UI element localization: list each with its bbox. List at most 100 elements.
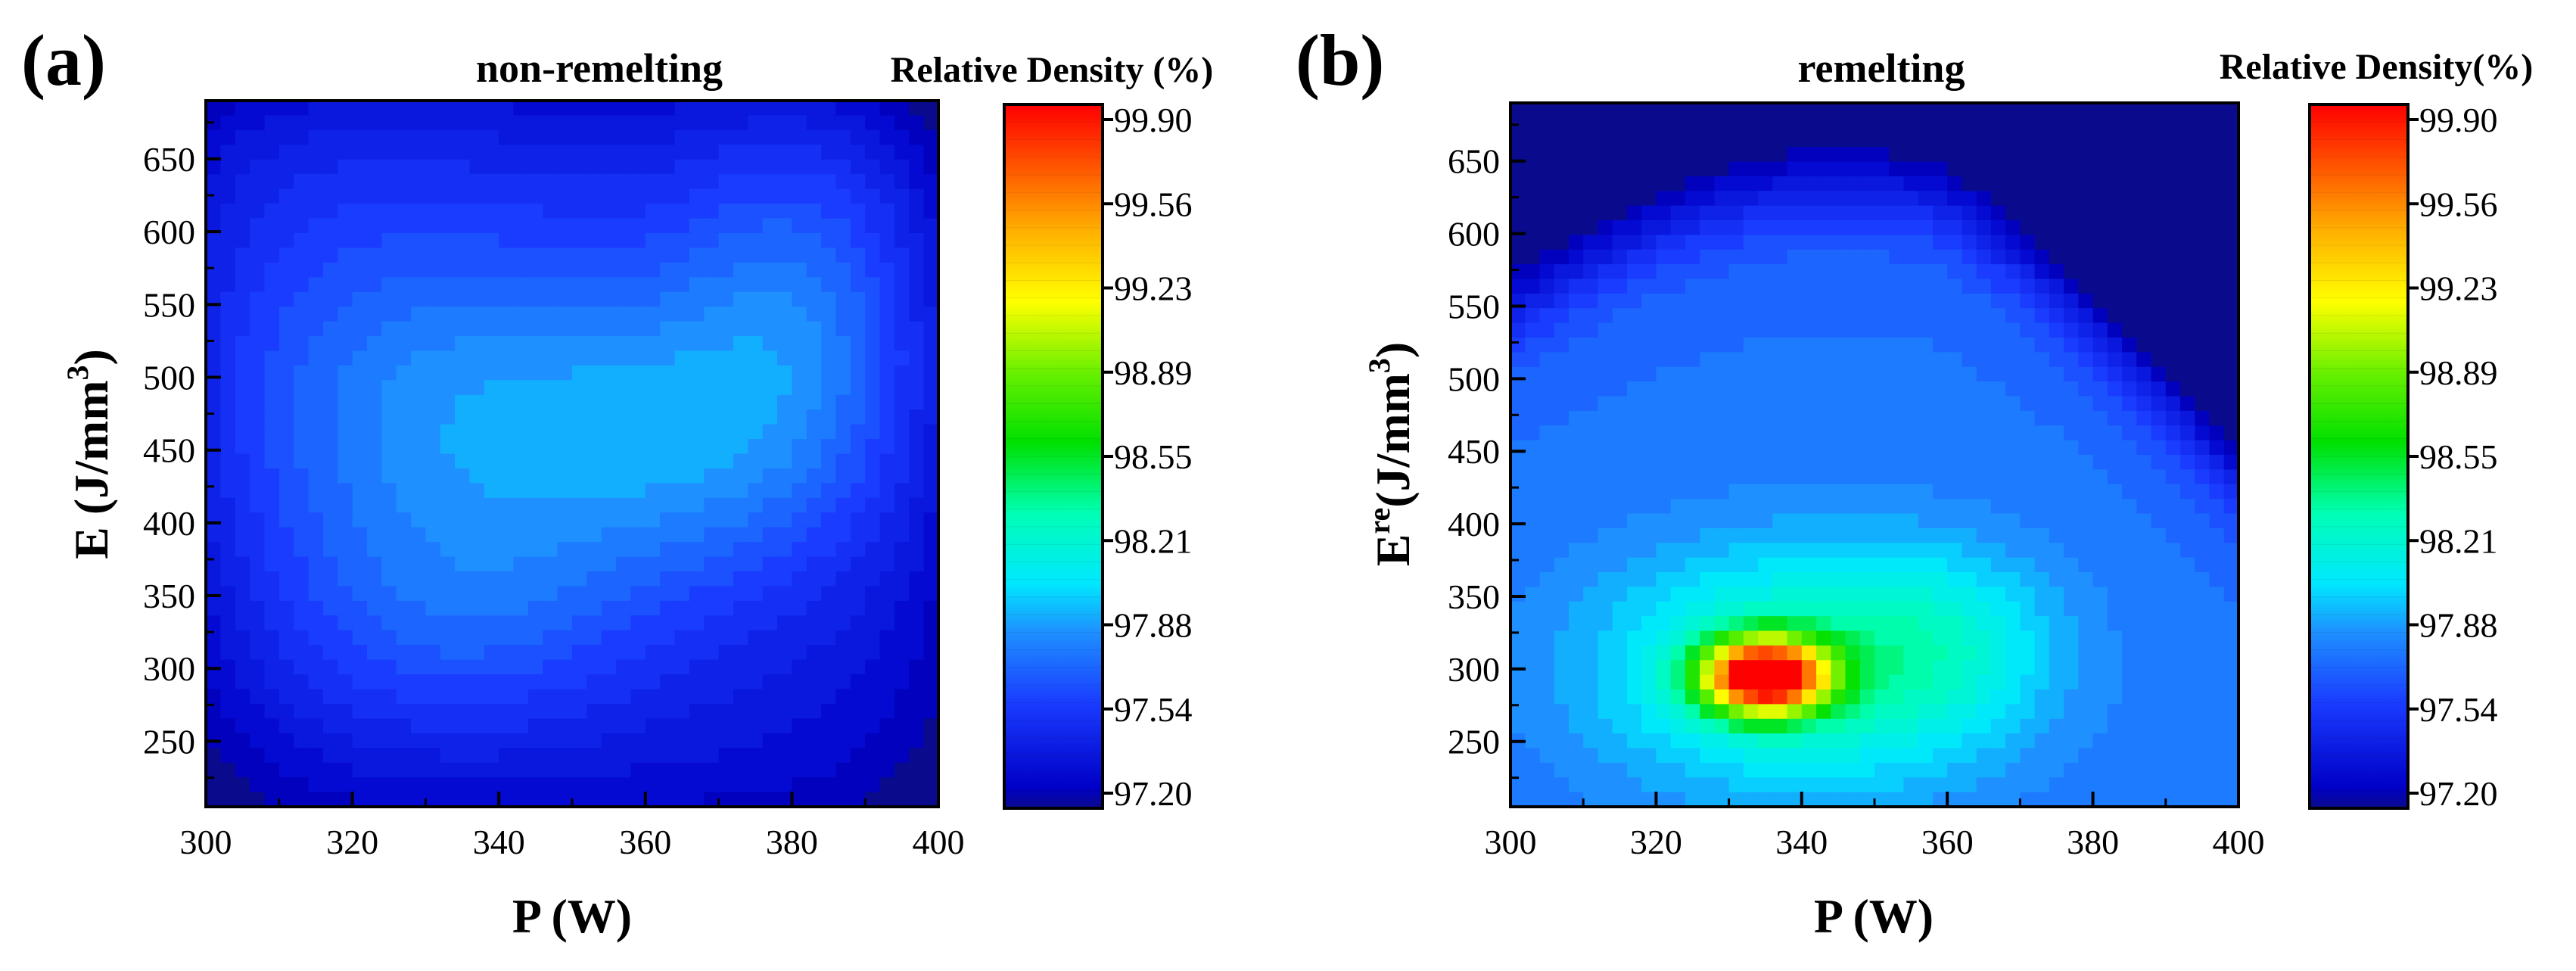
heatmap-cell [879,571,895,587]
heatmap-cell [1554,543,1570,559]
heatmap-cell [2107,220,2123,236]
heatmap-cell [1700,513,1716,529]
heatmap-cell [2049,410,2064,427]
heatmap-cell [2180,220,2196,236]
heatmap-cell [909,409,925,425]
heatmap-cell [2049,396,2064,412]
heatmap-cell [1598,410,1613,427]
heatmap-cell [2209,103,2225,119]
heatmap-cell [1583,689,1599,705]
heatmap-cell [381,307,397,322]
heatmap-cell [850,424,866,440]
heatmap-cell [630,218,646,234]
heatmap-cell [381,204,397,219]
heatmap-cell [1874,205,1890,221]
heatmap-cell [2078,338,2094,353]
heatmap-cell [1700,235,1716,251]
heatmap-cell [469,145,485,160]
heatmap-cell [2122,440,2138,456]
heatmap-cell [1859,704,1875,720]
heatmap-cell [425,145,441,160]
heatmap-cell [1831,587,1846,602]
heatmap-cell [1772,660,1788,676]
heatmap-cell [1845,762,1861,779]
heatmap-cell [894,218,910,234]
heatmap-cell [1598,557,1613,573]
heatmap-cell [322,586,339,602]
heatmap-cell [616,188,632,204]
heatmap-cell [2136,777,2152,793]
heatmap-cell [1539,528,1555,544]
heatmap-cell [879,645,895,661]
heatmap-cell [1903,748,1919,764]
heatmap-cell [294,512,310,528]
heatmap-cell [792,527,807,543]
heatmap-cell [660,439,676,455]
heatmap-cell [1976,748,1992,764]
heatmap-cell [923,748,939,764]
heatmap-cell [440,733,456,749]
heatmap-cell [381,615,397,631]
heatmap-cell [308,129,324,146]
heatmap-cell [1831,176,1846,192]
heatmap-cell [806,380,822,396]
heatmap-cell [2180,176,2196,192]
heatmap-cell [2151,249,2167,265]
heatmap-cell [250,439,266,455]
heatmap-cell [1700,704,1716,720]
heatmap-cell [894,307,910,322]
heatmap-cell [821,600,837,617]
heatmap-cell [220,409,236,425]
heatmap-cell [850,556,866,572]
heatmap-cell [1889,777,1905,793]
heatmap-cell [220,556,236,572]
heatmap-cell [1510,440,1526,456]
y-tick-label: 250 [1448,723,1500,761]
heatmap-cell [513,674,529,690]
heatmap-cell [308,307,324,322]
heatmap-cell [850,129,866,146]
heatmap-cell [616,542,632,558]
heatmap-cell [499,600,515,617]
heatmap-cell [455,792,471,808]
heatmap-cell [762,350,778,366]
heatmap-cell [220,188,236,204]
heatmap-cell [1598,792,1613,808]
heatmap-cell [381,674,397,690]
heatmap-cell [1758,704,1774,720]
heatmap-cell [660,586,676,602]
heatmap-cell [1685,645,1700,661]
heatmap-cell [1612,117,1628,133]
heatmap-cell [733,277,749,293]
heatmap-cell [220,380,236,396]
heatmap-cell [1700,484,1716,500]
heatmap-cell [1903,660,1919,676]
heatmap-cell [1626,205,1642,221]
heatmap-cell [1845,235,1861,251]
heatmap-cell [1626,338,1642,353]
heatmap-cell [352,350,368,366]
heatmap-cell [1714,191,1730,207]
heatmap-cell [894,689,910,705]
heatmap-cell [777,571,793,587]
heatmap-cell [455,204,471,219]
heatmap-cell [322,380,339,396]
heatmap-cell [1714,792,1730,808]
heatmap-cell [1510,425,1526,441]
heatmap-cell [879,394,895,410]
heatmap-cell [1539,587,1555,602]
heatmap-cell [1758,601,1774,617]
heatmap-cell [894,115,910,131]
heatmap-cell [499,733,515,749]
heatmap-cell [1685,249,1700,265]
heatmap-cell [660,218,676,234]
heatmap-cell [733,365,749,381]
heatmap-cell [1947,572,1963,588]
heatmap-cell [1728,660,1744,676]
heatmap-cell [879,512,895,528]
heatmap-cell [2064,601,2080,617]
heatmap-cell [294,174,310,190]
heatmap-cell [294,468,310,484]
heatmap-cell [206,247,222,263]
heatmap-cell [894,512,910,528]
